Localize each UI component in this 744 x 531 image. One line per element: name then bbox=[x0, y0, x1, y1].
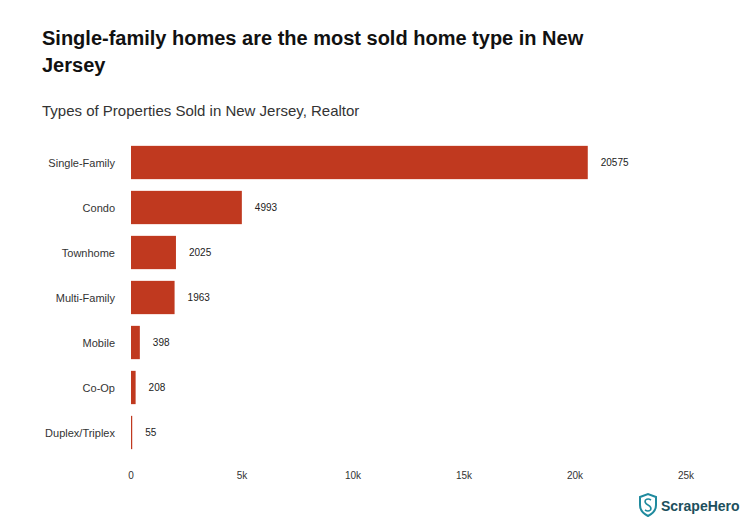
category-label: Co-Op bbox=[83, 382, 115, 394]
tick-label: 10k bbox=[345, 470, 362, 481]
title-line: Jersey bbox=[42, 54, 106, 76]
tick-mark bbox=[131, 455, 132, 458]
labels: 20575 4993 2025 1963 398 208 55 bbox=[145, 157, 629, 438]
brand-text: ScrapeHero bbox=[661, 498, 740, 514]
tick-mark bbox=[464, 455, 465, 458]
brand: ScrapeHero bbox=[640, 494, 740, 516]
data-label: 55 bbox=[145, 427, 157, 438]
tick-label: 20k bbox=[567, 470, 584, 481]
tick-label: 0 bbox=[128, 470, 134, 481]
data-label: 398 bbox=[153, 337, 170, 348]
data-label: 2025 bbox=[189, 247, 212, 258]
data-label: 20575 bbox=[601, 157, 629, 168]
bar bbox=[131, 371, 136, 404]
tick-mark bbox=[575, 455, 576, 458]
brand-icon-s bbox=[645, 499, 651, 511]
background bbox=[0, 0, 744, 531]
data-label: 208 bbox=[149, 382, 166, 393]
subtitle: Types of Properties Sold in New Jersey, … bbox=[42, 102, 359, 119]
bar bbox=[131, 191, 242, 224]
tick-mark bbox=[242, 455, 243, 458]
y-axis: Single-Family Condo Townhome Multi-Family Mo… bbox=[45, 157, 115, 439]
category-label: Single-Family bbox=[48, 157, 115, 169]
data-label: 1963 bbox=[188, 292, 211, 303]
bar bbox=[131, 281, 175, 314]
tick-label: 5k bbox=[237, 470, 249, 481]
category-label: Multi-Family bbox=[56, 292, 116, 304]
title-line: Single-family homes are the most sold ho… bbox=[42, 27, 584, 49]
x-axis: 0 5k 10k 15k 20k 25k bbox=[128, 455, 695, 481]
bar bbox=[131, 146, 588, 179]
title: Single-family homes are the most sold ho… bbox=[42, 27, 584, 76]
data-label: 4993 bbox=[255, 202, 278, 213]
bar bbox=[131, 416, 132, 449]
bar bbox=[131, 326, 140, 359]
tick-mark bbox=[353, 455, 354, 458]
tick-label: 15k bbox=[456, 470, 473, 481]
category-label: Townhome bbox=[62, 247, 115, 259]
bar bbox=[131, 236, 176, 269]
tick-label: 25k bbox=[678, 470, 695, 481]
brand-icon bbox=[640, 494, 656, 516]
category-label: Duplex/Triplex bbox=[45, 427, 115, 439]
bars bbox=[131, 146, 588, 449]
category-label: Condo bbox=[83, 202, 115, 214]
tick-mark bbox=[686, 455, 687, 458]
category-label: Mobile bbox=[83, 337, 115, 349]
chart: Single-family homes are the most sold ho… bbox=[0, 0, 744, 531]
